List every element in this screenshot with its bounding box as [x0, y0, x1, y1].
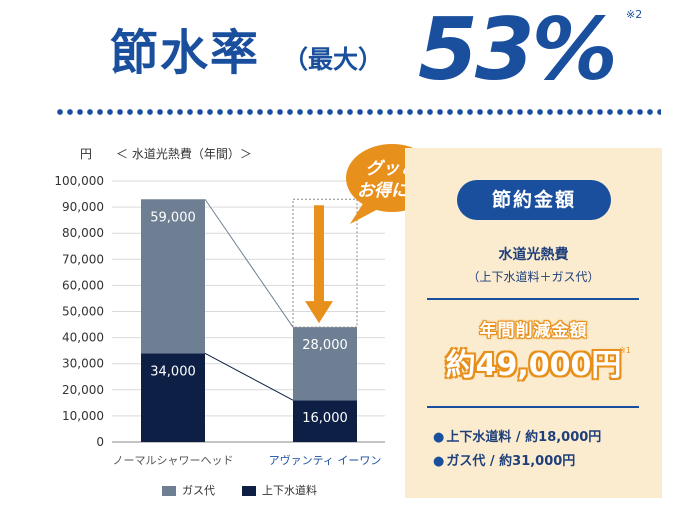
y-tick-label: 0 [96, 435, 104, 449]
panel-subtitle: （上下水道料＋ガス代） [467, 270, 600, 284]
savings-panel: 節約金額 水道光熱費 （上下水道料＋ガス代） 年間削減金額 約49,000円 ※… [405, 148, 662, 498]
down-arrow-head [305, 301, 333, 324]
reduction-label: 年間削減金額 [479, 321, 588, 341]
headline-sub: （最大） [283, 45, 384, 74]
y-tick-label: 20,000 [62, 383, 104, 397]
legend-item-water: 上下水道料 [242, 482, 317, 498]
x-category-label: ノーマルシャワーヘッド [113, 454, 234, 467]
y-unit-label: 円 [80, 147, 92, 161]
connector-water [204, 352, 294, 401]
bar-label-water: 34,000 [150, 364, 196, 379]
y-tick-label: 40,000 [62, 331, 104, 345]
y-tick-label: 90,000 [62, 200, 104, 214]
legend-label-gas: ガス代 [182, 484, 215, 497]
y-tick-label: 60,000 [62, 278, 104, 292]
panel-title: 水道光熱費 [498, 247, 569, 263]
bullet-gas: ● ガス代 / 約31,000円 [433, 450, 575, 469]
reduction-outline [292, 198, 358, 328]
bullet-gas-text: ガス代 / 約31,000円 [446, 454, 576, 469]
headline-main: 節水率 [110, 25, 261, 81]
panel-heading: 節約金額 [457, 180, 611, 220]
bar-label-gas: 59,000 [150, 210, 196, 225]
legend-label-water: 上下水道料 [262, 484, 317, 497]
bar-gas [141, 199, 205, 354]
stacked-bar-chart: 円 ＜ 水道光熱費（年間）＞ 0 10,000 20,000 30,000 40,000 50… [54, 146, 385, 467]
bar-label-water: 16,000 [302, 411, 348, 426]
panel-divider-top [427, 298, 639, 300]
y-tick-label: 70,000 [62, 252, 104, 266]
bullet-dot-icon: ● [433, 430, 445, 445]
y-tick-label: 80,000 [62, 226, 104, 240]
dotted-divider [55, 108, 661, 116]
amount-note: ※1 [619, 346, 631, 355]
legend-swatch-water [242, 486, 256, 496]
y-tick-label: 100,000 [54, 174, 104, 188]
y-tick-label: 30,000 [62, 357, 104, 371]
bullet-dot-icon: ● [433, 454, 445, 469]
headline-note: ※2 [626, 8, 643, 21]
panel-divider-bottom [427, 406, 639, 408]
x-category-label: アヴァンティ イーワン [269, 453, 382, 467]
bullet-water: ● 上下水道料 / 約18,000円 [433, 426, 601, 445]
bar-water [293, 400, 357, 442]
legend-item-gas: ガス代 [162, 482, 215, 498]
headline: 節水率 （最大） 53% ※2 [0, 0, 700, 100]
down-arrow-shaft [314, 205, 324, 304]
bullet-water-text: 上下水道料 / 約18,000円 [446, 430, 602, 445]
legend-swatch-gas [162, 486, 176, 496]
bar-label-gas: 28,000 [302, 338, 348, 353]
callout-line-1: グッと [365, 159, 417, 179]
headline-value: 53% [418, 0, 618, 100]
y-tick-label: 10,000 [62, 409, 104, 423]
reduction-amount: 約49,000円 [445, 348, 622, 383]
connector-total [204, 198, 294, 328]
y-tick-label: 50,000 [62, 305, 104, 319]
chart-subtitle: ＜ 水道光熱費（年間）＞ [116, 146, 252, 161]
bar-gas [293, 327, 357, 401]
bar-water [141, 353, 205, 442]
